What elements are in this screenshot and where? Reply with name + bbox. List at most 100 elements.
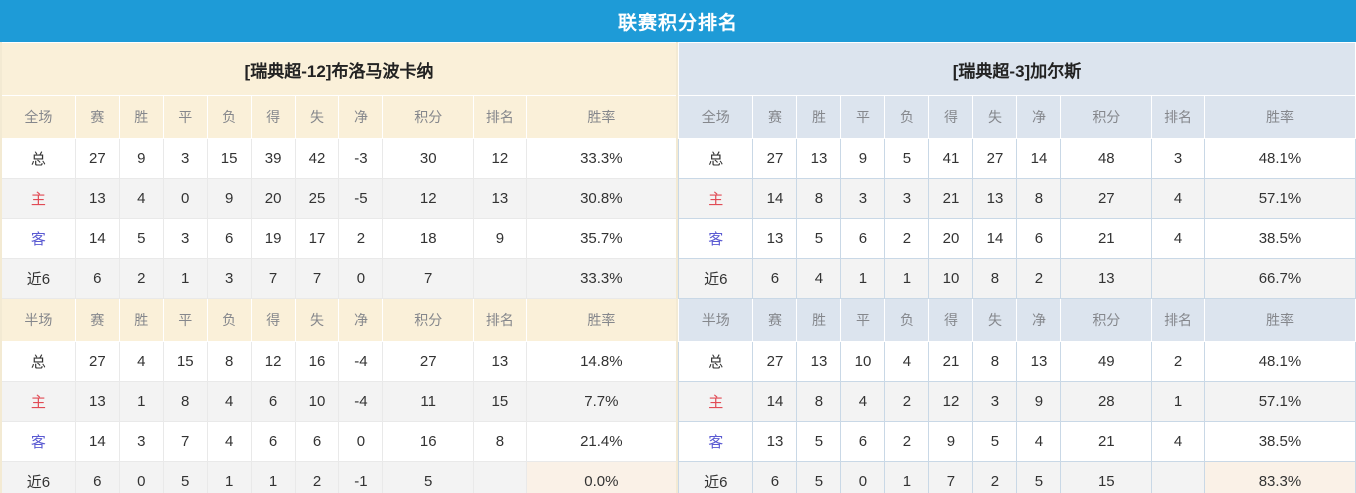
column-header: 平 bbox=[162, 298, 208, 342]
column-header: 失 bbox=[972, 298, 1018, 342]
points-cell: 12 bbox=[382, 178, 474, 219]
stat-cell: 42 bbox=[294, 138, 340, 179]
column-header-scope: 全场 bbox=[0, 95, 76, 139]
column-header: 平 bbox=[840, 95, 886, 139]
points-cell: 30 bbox=[382, 138, 474, 179]
stat-cell: 13 bbox=[796, 138, 842, 179]
stat-cell: 3 bbox=[972, 381, 1018, 422]
stat-cell: 1 bbox=[118, 381, 164, 422]
win-rate-cell: 38.5% bbox=[1203, 421, 1356, 462]
column-header: 胜率 bbox=[525, 298, 678, 342]
rank-cell: 13 bbox=[473, 178, 527, 219]
column-header: 胜 bbox=[796, 298, 842, 342]
rank-cell: 12 bbox=[473, 138, 527, 179]
row-label: 客 bbox=[677, 218, 754, 259]
column-header: 积分 bbox=[382, 298, 474, 342]
row-label: 近6 bbox=[677, 258, 754, 299]
row-label: 总 bbox=[677, 341, 754, 382]
column-header: 得 bbox=[928, 95, 974, 139]
stat-cell: 6 bbox=[250, 421, 296, 462]
table-row: 客 13 5 6 2 9 5 4 21 4 38.5% bbox=[677, 421, 1356, 462]
rank-cell: 13 bbox=[473, 341, 527, 382]
column-header: 胜率 bbox=[525, 95, 678, 139]
stat-cell: 1 bbox=[884, 461, 930, 493]
column-header: 失 bbox=[294, 95, 340, 139]
stat-cell: 13 bbox=[74, 381, 120, 422]
table-row: 主 14 8 3 3 21 13 8 27 4 57.1% bbox=[677, 178, 1356, 219]
stat-cell: 10 bbox=[840, 341, 886, 382]
rank-cell bbox=[1151, 258, 1205, 299]
column-header: 净 bbox=[1016, 95, 1062, 139]
team-name: [瑞典超-12]布洛马波卡纳 bbox=[0, 42, 678, 96]
table-row: 客 14 5 3 6 19 17 2 18 9 35.7% bbox=[0, 218, 678, 259]
stat-cell: 10 bbox=[928, 258, 974, 299]
stat-cell: 20 bbox=[928, 218, 974, 259]
points-cell: 27 bbox=[1060, 178, 1153, 219]
stat-cell: 5 bbox=[796, 218, 842, 259]
table-row: 近6 6 4 1 1 10 8 2 13 66.7% bbox=[677, 258, 1356, 299]
stat-cell: 25 bbox=[294, 178, 340, 219]
stat-cell: 0 bbox=[338, 258, 384, 299]
column-header: 得 bbox=[928, 298, 974, 342]
stat-cell: 13 bbox=[752, 421, 798, 462]
stat-cell: 4 bbox=[1016, 421, 1062, 462]
stat-cell: -4 bbox=[338, 381, 384, 422]
win-rate-cell: 48.1% bbox=[1203, 341, 1356, 382]
stat-cell: 5 bbox=[162, 461, 208, 493]
stat-cell: 27 bbox=[972, 138, 1018, 179]
column-header: 胜 bbox=[796, 95, 842, 139]
column-header: 赛 bbox=[74, 298, 120, 342]
row-label: 客 bbox=[0, 218, 76, 259]
rank-cell: 9 bbox=[473, 218, 527, 259]
column-header: 负 bbox=[884, 95, 930, 139]
stat-cell: 13 bbox=[796, 341, 842, 382]
win-rate-cell: 66.7% bbox=[1203, 258, 1356, 299]
win-rate-cell: 33.3% bbox=[525, 258, 678, 299]
stat-cell: 15 bbox=[162, 341, 208, 382]
stat-cell: 4 bbox=[118, 178, 164, 219]
stat-cell: 12 bbox=[928, 381, 974, 422]
rank-cell: 4 bbox=[1151, 218, 1205, 259]
stat-cell: 3 bbox=[884, 178, 930, 219]
stat-cell: 9 bbox=[206, 178, 252, 219]
stat-cell: 2 bbox=[338, 218, 384, 259]
stat-cell: 1 bbox=[206, 461, 252, 493]
win-rate-cell: 21.4% bbox=[525, 421, 678, 462]
points-cell: 16 bbox=[382, 421, 474, 462]
points-cell: 15 bbox=[1060, 461, 1153, 493]
team-name: [瑞典超-3]加尔斯 bbox=[678, 42, 1356, 96]
rank-cell: 4 bbox=[1151, 421, 1205, 462]
stat-cell: 7 bbox=[928, 461, 974, 493]
column-header: 得 bbox=[250, 95, 296, 139]
row-label: 主 bbox=[0, 178, 76, 219]
table-row: 主 13 4 0 9 20 25 -5 12 13 30.8% bbox=[0, 178, 678, 219]
stat-cell: 6 bbox=[840, 218, 886, 259]
stat-cell: 14 bbox=[74, 218, 120, 259]
points-cell: 5 bbox=[382, 461, 474, 493]
stat-cell: 27 bbox=[74, 138, 120, 179]
stat-cell: 2 bbox=[884, 421, 930, 462]
stat-cell: 2 bbox=[118, 258, 164, 299]
stat-cell: 9 bbox=[840, 138, 886, 179]
stat-cell: 27 bbox=[752, 138, 798, 179]
rank-cell: 2 bbox=[1151, 341, 1205, 382]
column-header: 负 bbox=[884, 298, 930, 342]
column-header: 得 bbox=[250, 298, 296, 342]
stat-cell: 39 bbox=[250, 138, 296, 179]
stat-cell: 0 bbox=[162, 178, 208, 219]
points-cell: 21 bbox=[1060, 218, 1153, 259]
win-rate-cell: 30.8% bbox=[525, 178, 678, 219]
stat-cell: 2 bbox=[884, 218, 930, 259]
row-label: 主 bbox=[677, 381, 754, 422]
column-header: 积分 bbox=[1060, 95, 1153, 139]
stat-cell: 13 bbox=[752, 218, 798, 259]
stat-cell: 5 bbox=[118, 218, 164, 259]
stat-cell: 1 bbox=[250, 461, 296, 493]
column-header-scope: 全场 bbox=[677, 95, 754, 139]
stat-cell: 9 bbox=[928, 421, 974, 462]
stat-cell: 2 bbox=[884, 381, 930, 422]
points-cell: 27 bbox=[382, 341, 474, 382]
stat-cell: 5 bbox=[884, 138, 930, 179]
table-row: 近6 6 2 1 3 7 7 0 7 33.3% bbox=[0, 258, 678, 299]
rank-cell: 8 bbox=[473, 421, 527, 462]
